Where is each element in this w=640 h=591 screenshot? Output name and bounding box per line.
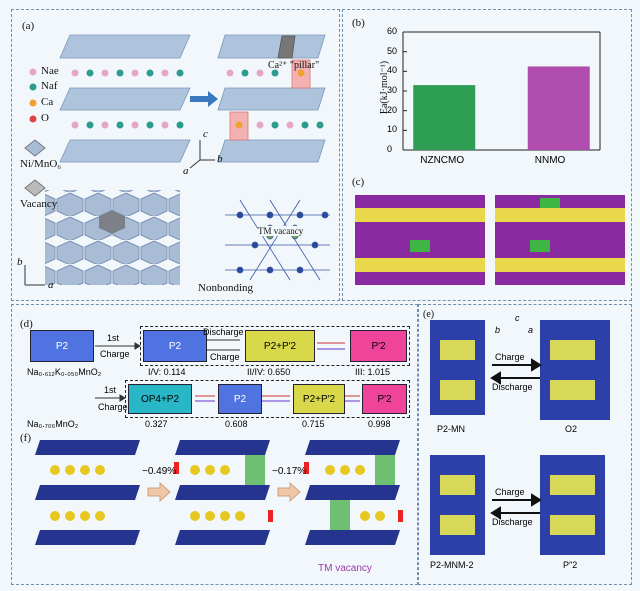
- octa-label: Ni/MnO₆: [20, 158, 62, 170]
- d-row2-v4: 0.998: [368, 419, 391, 429]
- panel-d-border: [11, 304, 418, 585]
- d-row1-step1b: Charge: [100, 349, 130, 359]
- bar-nnmo: [527, 66, 590, 150]
- axis-b-label: b: [217, 153, 223, 165]
- x-tick-label: NZNCMO: [420, 155, 465, 166]
- panel-b-label: (b): [352, 17, 365, 29]
- e-s4: P″2: [563, 560, 578, 570]
- d-row1-v3: III: 1.015: [355, 367, 391, 377]
- chart-b: [402, 31, 601, 151]
- e-discharge-2: Discharge: [492, 517, 533, 527]
- panel-f-na: [50, 465, 385, 521]
- panel-f-label: (f): [20, 432, 31, 444]
- d-row2-p2: P2: [218, 384, 262, 414]
- panel-f-structures: [35, 440, 400, 545]
- d-row2-v3: 0.715: [302, 419, 325, 429]
- y-tick-label: 0: [387, 144, 393, 154]
- e-charge-1: Charge: [495, 352, 525, 362]
- d-row2-v1: 0.327: [145, 419, 168, 429]
- atoms-left: [71, 69, 184, 129]
- axes-a: [189, 140, 215, 169]
- atom-legend: [24, 68, 46, 197]
- nonbonding-label: Nonbonding: [198, 282, 253, 294]
- d-row2-op4: OP4+P2: [128, 384, 192, 414]
- e-axis-b: b: [495, 325, 501, 335]
- d-row1-charge: Charge: [210, 352, 240, 362]
- tm-lattice: [225, 199, 330, 281]
- panel-bc-border: [342, 9, 632, 301]
- d-row2-step1: 1st: [104, 385, 117, 395]
- d-row1-frame: [140, 326, 410, 366]
- y-tick-label: 40: [387, 65, 398, 76]
- y-tick-label: 20: [387, 104, 398, 115]
- panel-c-label: (c): [352, 176, 365, 188]
- panel-d-arrows: [95, 339, 360, 402]
- legend-ca: Ca: [41, 96, 54, 108]
- e-axis-c: c: [515, 313, 520, 323]
- e-discharge-1: Discharge: [492, 382, 533, 392]
- d-row2-pp2: P′2: [362, 384, 407, 414]
- d-row1-p2: P2: [143, 330, 207, 362]
- panel-e-arrows: [490, 358, 542, 520]
- y-tick-label: 10: [387, 124, 398, 135]
- panel-e-border: [418, 304, 632, 585]
- legend-nae: Nae: [41, 65, 59, 77]
- transform-arrow: [190, 91, 218, 107]
- x-tick-label: NNMO: [534, 155, 566, 166]
- e-s3: P2-MNM-2: [430, 560, 474, 570]
- d-row1-v1: I/V: 0.114: [148, 367, 186, 377]
- d-row1-pp2: P′2: [350, 330, 407, 362]
- axis-a-label: a: [183, 165, 189, 177]
- d-row2-v2: 0.608: [225, 419, 248, 429]
- d-row1-p2p2: P2+P′2: [245, 330, 315, 362]
- legend-o: O: [41, 112, 49, 124]
- layer-stack-right: [217, 34, 326, 163]
- e-s1: P2-MN: [437, 424, 466, 434]
- y-tick-label: 30: [387, 85, 398, 95]
- hex-axis-a: a: [48, 279, 54, 291]
- panel-e-label: (e): [423, 309, 435, 320]
- panel-e-structures: [430, 320, 610, 555]
- panel-a-label: (a): [22, 20, 35, 32]
- pct1-label: −0.49%: [142, 466, 177, 477]
- d-row1-formula: Na₀.₆₁₂K₀.₀₅₀MnO₂: [27, 367, 102, 377]
- d-row1-v2: II/IV: 0.650: [247, 367, 291, 377]
- panel-c-structures: [355, 195, 625, 285]
- axis-c-label: c: [203, 128, 208, 140]
- bar-nzncmo: [413, 85, 476, 150]
- y-tick-label: 50: [387, 45, 398, 56]
- vacancy-label: Vacancy: [20, 198, 58, 210]
- panel-f-arrows: [147, 481, 301, 503]
- tm-vacancy-label: TM vacancy: [258, 226, 304, 236]
- panel-d-label: (d): [20, 318, 33, 330]
- f-tm-vacancy: TM vacancy: [318, 563, 372, 574]
- layer-stack-left: [59, 34, 191, 163]
- hex-layer: [45, 190, 180, 285]
- d-row2-step1b: Charge: [98, 402, 128, 412]
- hex-axis-b: b: [17, 256, 23, 268]
- d-row1-start: P2: [30, 330, 94, 362]
- pct2-label: −0.17%: [272, 466, 307, 477]
- e-charge-2: Charge: [495, 487, 525, 497]
- panel-a-border: [11, 9, 340, 301]
- e-s2: O2: [565, 424, 578, 434]
- atoms-right: [226, 69, 324, 129]
- e-axis-a: a: [528, 325, 534, 335]
- d-row1-discharge: Discharge: [203, 327, 244, 337]
- d-row2-p2p2: P2+P′2: [293, 384, 345, 414]
- pillar-label: Ca²⁺ "pillar": [268, 60, 320, 71]
- d-row1-step1: 1st: [107, 333, 120, 343]
- d-row2-formula: Na₀.₇₀₆MnO₂: [27, 419, 79, 429]
- y-tick-label: 60: [387, 26, 398, 36]
- legend-naf: Naf: [41, 80, 58, 92]
- d-row2-frame: [125, 380, 410, 418]
